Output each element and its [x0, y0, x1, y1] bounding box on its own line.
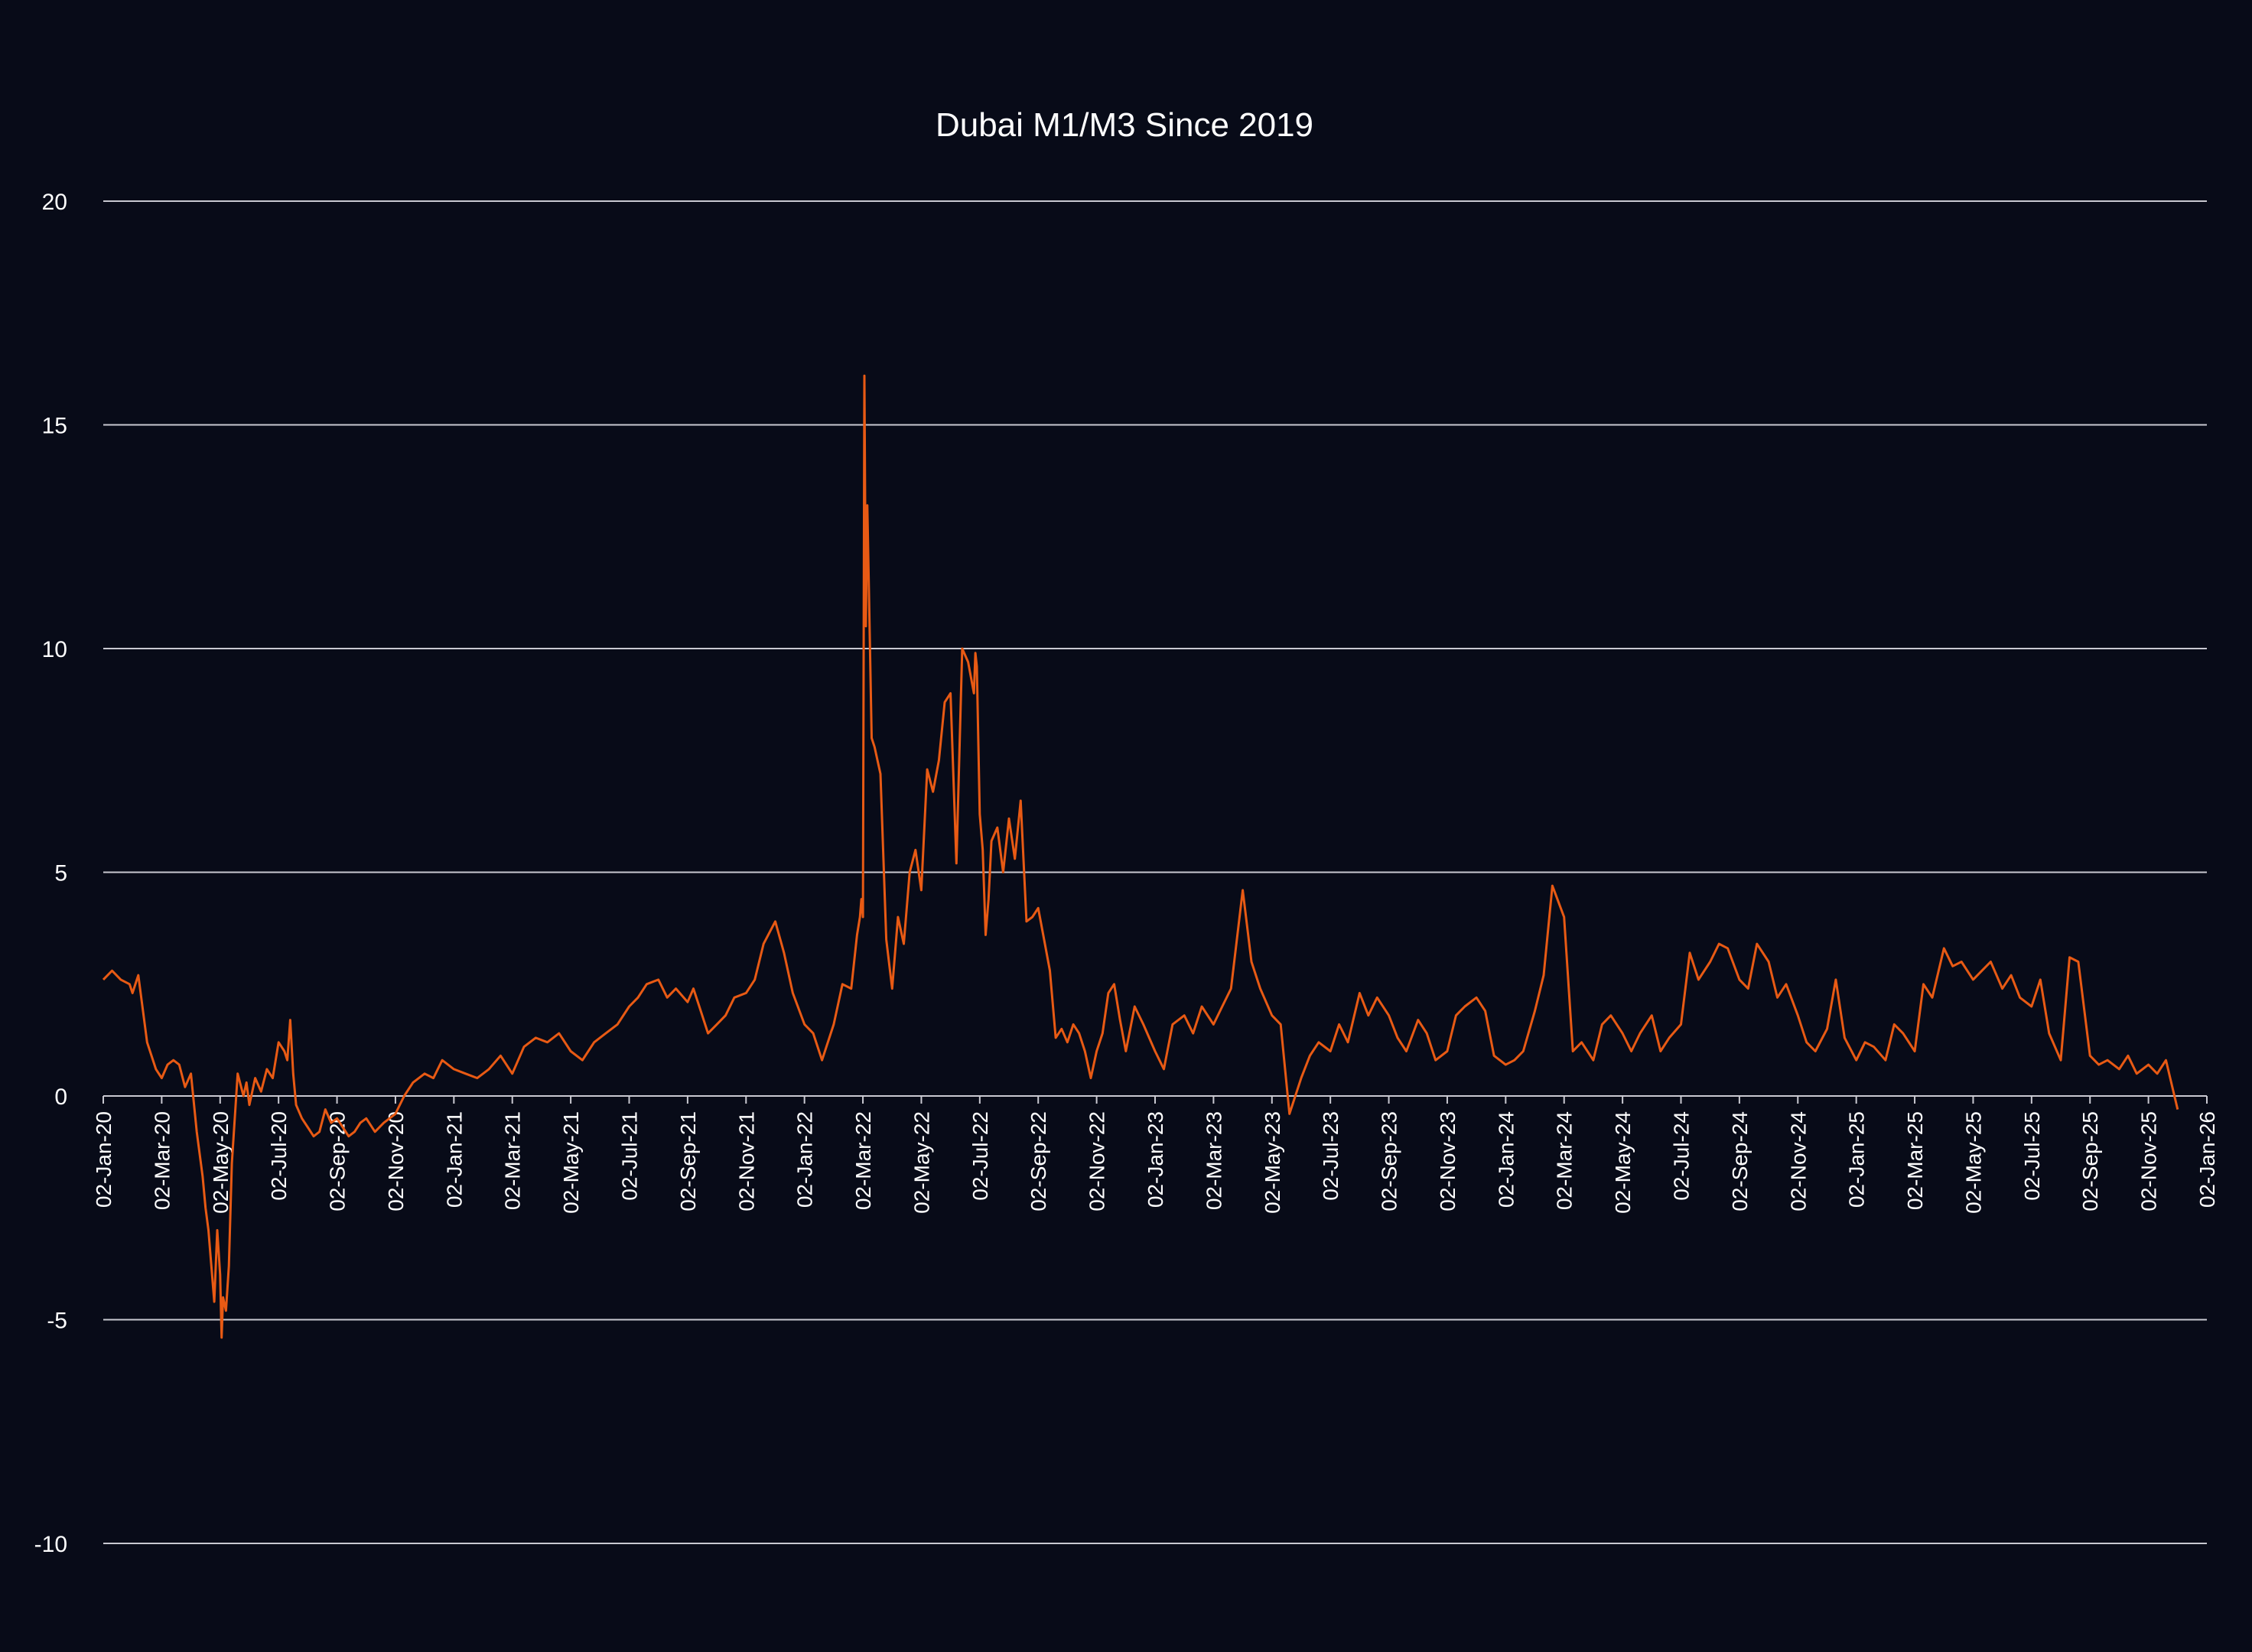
y-tick-label: -5	[47, 1309, 67, 1334]
x-tick-label: 02-May-21	[559, 1111, 583, 1214]
y-axis-ticks: 20 15 10 5 0 -5 -10	[34, 190, 67, 1557]
x-tick-label: 02-Nov-22	[1085, 1111, 1109, 1211]
chart-title: Dubai M1/M3 Since 2019	[936, 106, 1313, 144]
x-tick-label: 02-Sep-20	[326, 1111, 350, 1211]
x-tick-label: 02-Sep-25	[2078, 1111, 2102, 1211]
x-tick-label: 02-Jul-23	[1319, 1111, 1342, 1201]
x-tick-label: 02-Mar-25	[1903, 1111, 1927, 1210]
x-tick-label: 02-Nov-24	[1786, 1111, 1810, 1211]
x-tick-label: 02-Sep-24	[1728, 1111, 1752, 1211]
y-tick-label: 5	[54, 861, 67, 886]
x-tick-label: 02-Mar-21	[501, 1111, 525, 1210]
x-tick-label: 02-May-24	[1611, 1111, 1635, 1214]
x-tick-label: 02-Mar-23	[1202, 1111, 1225, 1210]
x-tick-label: 02-Mar-22	[851, 1111, 875, 1210]
y-tick-label: 15	[42, 414, 67, 439]
x-tick-label: 02-Nov-21	[734, 1111, 758, 1211]
x-tick-label: 02-May-22	[910, 1111, 933, 1214]
x-tick-label: 02-Sep-22	[1027, 1111, 1050, 1211]
x-tick-label: 02-Jan-24	[1494, 1111, 1518, 1208]
x-tick-label: 02-Jan-22	[793, 1111, 817, 1208]
x-tick-label: 02-May-23	[1261, 1111, 1284, 1214]
x-tick-label: 02-Sep-23	[1378, 1111, 1401, 1211]
x-tick-label: 02-Jan-21	[442, 1111, 466, 1208]
x-tick-label: 02-Nov-20	[384, 1111, 408, 1211]
y-tick-label: -10	[34, 1532, 67, 1557]
x-tick-label: 02-Sep-21	[676, 1111, 700, 1211]
series-layer	[102, 374, 2179, 1339]
x-tick-label: 02-May-25	[1961, 1111, 1985, 1214]
y-tick-label: 0	[54, 1085, 67, 1110]
x-tick-label: 02-Jan-23	[1144, 1111, 1167, 1208]
x-tick-label: 02-Nov-23	[1436, 1111, 1460, 1211]
x-tick-label: 02-Jul-20	[267, 1111, 291, 1201]
x-tick-label: 02-Jan-26	[2195, 1111, 2219, 1208]
x-tick-label: 02-Jan-25	[1845, 1111, 1869, 1208]
x-tick-label: 02-Jan-20	[92, 1111, 116, 1208]
y-tick-label: 20	[42, 190, 67, 215]
x-tick-label: 02-Mar-20	[150, 1111, 174, 1210]
x-tick-label: 02-Mar-24	[1553, 1111, 1577, 1210]
x-tick-label: 02-May-20	[209, 1111, 233, 1214]
x-tick-label: 02-Jul-24	[1670, 1111, 1694, 1201]
x-tick-label: 02-Jul-22	[968, 1111, 992, 1201]
x-tick-label: 02-Jul-25	[2020, 1111, 2044, 1201]
x-axis-ticks: 02-Jan-20 02-Mar-20 02-May-20 02-Jul-20 02-S…	[92, 1096, 2219, 1214]
series-line-0	[102, 374, 2179, 1339]
x-tick-label: 02-Jul-21	[618, 1111, 642, 1201]
x-tick-label: 02-Nov-25	[2137, 1111, 2161, 1211]
y-tick-label: 10	[42, 637, 67, 662]
